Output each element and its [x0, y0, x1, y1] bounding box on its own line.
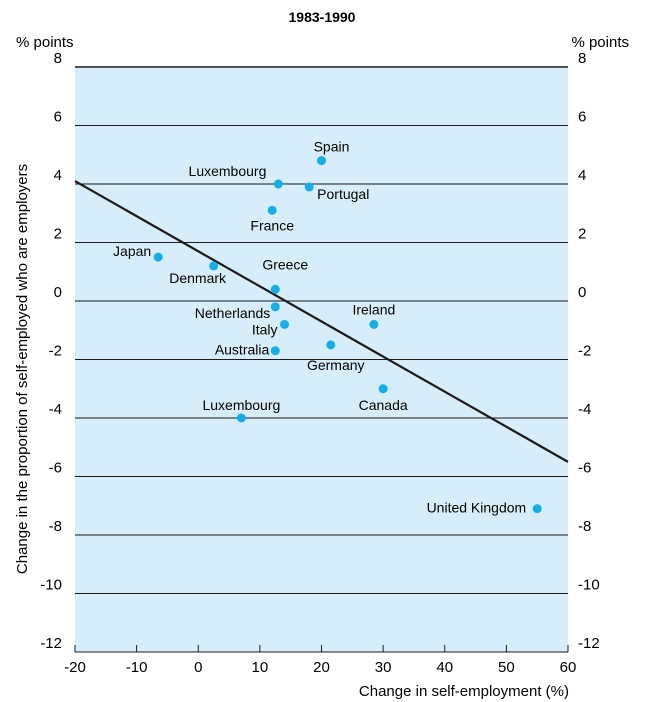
point-label: Australia: [215, 342, 270, 358]
y-tick-label: -10: [40, 577, 62, 594]
point-label: Luxembourg: [189, 163, 267, 179]
data-point: [532, 504, 542, 514]
data-point: [280, 319, 290, 329]
y-unit-left: % points: [16, 34, 74, 51]
data-point: [378, 384, 388, 394]
y-tick-label: 2: [578, 226, 586, 243]
point-label: Netherlands: [195, 305, 271, 321]
chart-title: 1983-1990: [289, 9, 356, 25]
data-points: Spain Luxembourg Portugal France Japan Denmar…: [113, 139, 542, 516]
point-label: France: [250, 217, 294, 233]
x-axis-label: Change in self-employment (%): [359, 683, 569, 700]
y-tick-label: -6: [578, 460, 591, 477]
point-label: Italy: [252, 321, 278, 337]
y-unit-right: % points: [571, 34, 629, 51]
y-tick-label: 6: [578, 109, 586, 126]
data-point: [270, 284, 280, 294]
y-ticks-right: 8 6 4 2 0 -2 -4 -6 -8 -10 -12: [578, 50, 600, 652]
trend-line: [74, 180, 569, 463]
point-label: Denmark: [169, 270, 227, 286]
y-tick-label: 4: [54, 167, 62, 184]
y-tick-label: -4: [578, 401, 591, 418]
y-tick-label: -8: [49, 518, 62, 535]
y-tick-label: -2: [49, 343, 62, 360]
x-ticks: -20 -10 0 10 20 30 40 50 60: [64, 645, 576, 676]
x-tick-label: 10: [252, 659, 269, 676]
x-tick-label: 30: [375, 659, 392, 676]
y-axis-label: Change in the proportion of self-employe…: [14, 164, 31, 574]
y-tick-label: 8: [54, 50, 62, 67]
data-point: [209, 261, 219, 271]
y-tick-label: -12: [578, 635, 600, 652]
x-tick-label: 50: [498, 659, 515, 676]
y-tick-label: 0: [54, 284, 62, 301]
data-point: [153, 252, 163, 262]
point-label: Luxembourg: [202, 397, 280, 413]
data-point: [236, 413, 246, 423]
point-label: Spain: [314, 139, 350, 155]
data-point: [304, 182, 314, 192]
data-point: [326, 340, 336, 350]
x-tick-label: 0: [194, 659, 202, 676]
point-label: Ireland: [352, 301, 395, 317]
data-point: [369, 319, 379, 329]
x-tick-label: 40: [436, 659, 453, 676]
data-point: [317, 156, 326, 166]
data-point: [270, 302, 280, 312]
x-tick-label: -20: [64, 659, 86, 676]
x-tick-label: 60: [560, 659, 577, 676]
y-tick-label: 6: [54, 109, 62, 126]
point-label: Greece: [262, 256, 308, 272]
data-point: [267, 205, 277, 215]
data-point: [270, 346, 280, 356]
y-tick-label: -10: [578, 577, 600, 594]
data-point: [273, 179, 283, 189]
point-label: United Kingdom: [427, 500, 527, 516]
point-label: Portugal: [317, 186, 369, 202]
y-ticks-left: 8 6 4 2 0 -2 -4 -6 -8 -10 -12: [40, 50, 62, 652]
y-tick-label: -12: [40, 635, 62, 652]
y-tick-label: 2: [54, 226, 62, 243]
y-tick-label: -8: [578, 518, 591, 535]
point-label: Japan: [113, 243, 151, 259]
y-tick-label: -4: [49, 401, 62, 418]
x-tick-label: 20: [313, 659, 330, 676]
point-label: Germany: [307, 357, 365, 373]
y-tick-label: 4: [578, 167, 586, 184]
y-tick-label: 0: [578, 284, 586, 301]
point-label: Canada: [359, 397, 408, 413]
y-tick-label: -6: [49, 460, 62, 477]
y-tick-label: 8: [578, 50, 586, 67]
y-tick-label: -2: [578, 343, 591, 360]
x-tick-label: -10: [126, 659, 148, 676]
